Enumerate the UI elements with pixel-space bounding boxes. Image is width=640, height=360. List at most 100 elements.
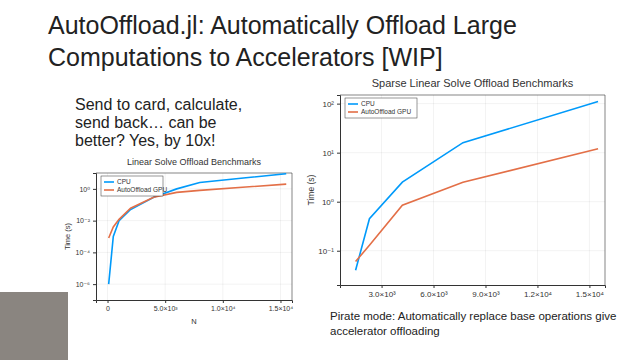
y-axis: 10⁻¹ 10⁰ 10¹ 10² [318, 96, 340, 286]
tick-mark [280, 300, 281, 303]
tick: 10⁻⁴ [76, 249, 97, 256]
grid-line [589, 95, 590, 285]
tick-mark [382, 285, 383, 288]
webcam-inset [0, 292, 68, 360]
tick: 0 [106, 300, 110, 312]
tick-label: 10⁰ [322, 198, 334, 207]
tick-mark [165, 300, 166, 303]
tick-mark [93, 252, 96, 253]
tick: 1.5×10⁴ [576, 285, 605, 299]
y-axis-label: Time (s) [63, 222, 72, 250]
tick-label: 1.5×10⁴ [576, 290, 605, 299]
tick-mark [434, 285, 435, 288]
axis-line [93, 174, 97, 301]
grid-line [485, 95, 486, 285]
frame [340, 95, 605, 96]
series-line [109, 174, 287, 284]
grid-line [222, 173, 223, 300]
tick-mark [337, 202, 340, 203]
plot-area [109, 174, 287, 284]
axis-line [97, 301, 293, 304]
tick-mark [485, 285, 486, 288]
tick-label: 10⁻² [76, 217, 90, 224]
tick: 1.2×10⁴ [524, 285, 553, 299]
tick-mark [93, 221, 96, 222]
legend-label: CPU [361, 100, 375, 107]
tick-label: 10² [322, 100, 334, 109]
tick: 10⁰ [322, 198, 340, 207]
grid [340, 95, 605, 285]
slide: AutoOffload.jl: Automatically Offload La… [0, 0, 640, 360]
tick: 6.0×10³ [420, 285, 448, 299]
tick-mark [537, 285, 538, 288]
tick-label: 1.0×10⁴ [211, 305, 236, 312]
tick-mark [93, 189, 96, 190]
grid-line [96, 284, 292, 285]
series-line [356, 149, 598, 262]
tick-label: 9.0×10³ [472, 290, 500, 299]
tick-label: 10⁻¹ [318, 247, 334, 256]
grid-line [96, 220, 292, 221]
chart: Sparse Linear Solve Offload Benchmarks3.… [306, 77, 606, 299]
x-axis-label: N [191, 317, 196, 326]
legend-box [345, 98, 417, 118]
tick: 10⁻² [76, 217, 96, 224]
slide-title: Computations to Accelerators [WIP] [48, 43, 443, 71]
tick-label: 5.0×10³ [154, 305, 179, 312]
tick-mark [589, 285, 590, 288]
tick: 10¹ [322, 149, 340, 158]
frame [605, 95, 606, 285]
grid-line [340, 201, 605, 202]
tick-label: 1.5×10⁴ [269, 305, 294, 312]
grid-line [433, 95, 434, 285]
y-axis: 10⁻⁶ 10⁻⁴ 10⁻² 10⁰ [76, 174, 97, 301]
grid-line [280, 173, 281, 300]
body-text: better? Yes, by 10x! [75, 132, 216, 149]
legend-label: CPU [117, 178, 131, 185]
tick-label: 6.0×10³ [420, 290, 448, 299]
legend-swatch [104, 181, 114, 183]
series-line [109, 184, 287, 238]
tick-mark [223, 300, 224, 303]
tick: 1.5×10⁴ [269, 300, 294, 312]
legend-swatch [104, 189, 114, 191]
grid [96, 173, 292, 300]
tick-label: 1.2×10⁴ [524, 290, 553, 299]
tick-mark [337, 251, 340, 252]
tick-label: 3.0×10³ [368, 290, 396, 299]
tick-mark [337, 153, 340, 154]
frame [292, 173, 293, 300]
tick-label: 10¹ [322, 149, 334, 158]
tick: 5.0×10³ [154, 300, 179, 312]
tick-label: 10⁻⁶ [76, 281, 90, 288]
legend-swatch [348, 103, 358, 105]
tick: 9.0×10³ [472, 285, 500, 299]
tick-label: 10⁻⁴ [76, 249, 91, 256]
x-axis: 0 5.0×10³ 1.0×10⁴ 1.5×10⁴ [97, 300, 294, 312]
tick-label: 0 [106, 305, 110, 312]
y-axis-label: Time (s) [306, 174, 316, 205]
body-text: send back… can be [75, 114, 217, 131]
chart: Linear Solve Offload Benchmarks 0 5.0×10³ 1… [63, 157, 293, 326]
legend: CPUAutoOffload GPU [345, 98, 417, 118]
tick: 10² [322, 100, 340, 109]
legend: CPUAutoOffload GPU [101, 176, 167, 196]
tick: 10⁻¹ [318, 247, 340, 256]
tick: 10⁻⁶ [76, 281, 96, 288]
grid-line [537, 95, 538, 285]
body-text: Send to card, calculate, [75, 96, 242, 113]
slide-title: AutoOffload.jl: Automatically Offload La… [48, 11, 517, 39]
series-line [356, 102, 598, 271]
caption: Pirate mode: Automatically replace base … [330, 310, 616, 322]
plot-area [356, 102, 598, 271]
chart-title: Linear Solve Offload Benchmarks [127, 157, 261, 167]
legend-label: AutoOffload GPU [117, 186, 167, 193]
tick-label: 10⁰ [79, 186, 90, 193]
axis-line [341, 286, 606, 289]
caption: accelerator offloading [330, 325, 440, 337]
tick: 3.0×10³ [368, 285, 396, 299]
background [0, 0, 640, 360]
tick-mark [108, 300, 109, 303]
legend-swatch [348, 111, 358, 113]
grid-line [340, 250, 605, 251]
